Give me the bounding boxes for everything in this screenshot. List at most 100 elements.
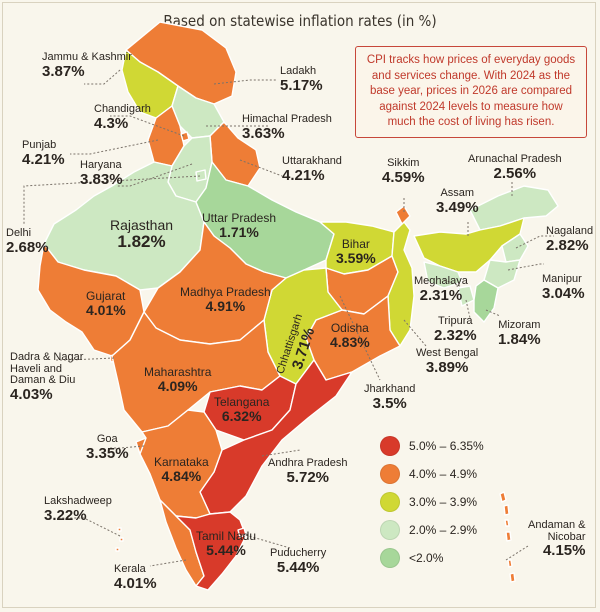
legend-swatch xyxy=(380,492,400,512)
state-name: Sikkim xyxy=(387,157,420,169)
state-name: Nagaland xyxy=(546,225,594,237)
state-name: Delhi xyxy=(6,227,32,239)
label-andhra-pradesh: Andhra Pradesh 5.72% xyxy=(268,457,348,486)
label-lakshadweep: Lakshadweep 3.22% xyxy=(44,495,112,523)
region-west-bengal xyxy=(387,221,415,347)
map-title: Based on statewise inflation rates (in %… xyxy=(163,12,437,30)
label-jammu-kashmir: Jammu & Kashmir 3.87% xyxy=(42,51,132,80)
state-name: Manipur xyxy=(542,273,582,285)
state-name: Arunachal Pradesh xyxy=(468,153,562,165)
state-name-line: Andaman & xyxy=(528,519,586,531)
label-mizoram: Mizoram 1.84% xyxy=(498,319,541,347)
state-name-line: Nicobar xyxy=(547,530,586,543)
label-meghalaya: Meghalaya 2.31% xyxy=(414,275,468,304)
label-madhya-pradesh: Madhya Pradesh 4.91% xyxy=(180,286,271,313)
state-value: 2.31% xyxy=(419,286,463,304)
region-karnataka xyxy=(139,409,223,519)
state-value: 2.82% xyxy=(546,236,589,254)
label-haryana: Haryana 3.83% xyxy=(80,159,123,188)
region-chandigarh xyxy=(180,131,190,142)
state-name: Maharashtra xyxy=(144,365,212,379)
state-value: 3.59% xyxy=(336,249,376,266)
label-manipur: Manipur 3.04% xyxy=(542,273,585,302)
legend-item: <2.0% xyxy=(380,544,484,572)
legend-swatch xyxy=(380,464,400,484)
legend-label: 5.0% – 6.35% xyxy=(409,439,484,453)
label-dadra-daman: Dadra & Nagar Haveli and Daman & Diu 4.0… xyxy=(10,351,84,403)
state-value: 5.72% xyxy=(286,468,330,486)
state-name-line: Daman & Diu xyxy=(10,374,76,387)
label-jharkhand: Jharkhand 3.5% xyxy=(364,383,416,412)
state-value: 2.56% xyxy=(493,164,537,182)
region-andaman-nicobar xyxy=(499,491,516,583)
legend-label: 3.0% – 3.9% xyxy=(409,495,478,509)
state-name: Lakshadweep xyxy=(44,495,112,507)
label-arunachal-pradesh: Arunachal Pradesh 2.56% xyxy=(468,153,562,182)
state-value: 4.03% xyxy=(10,385,53,403)
state-value: 4.21% xyxy=(22,150,65,168)
state-name: Puducherry xyxy=(270,547,327,559)
state-name: Tripura xyxy=(438,315,473,327)
state-value: 2.32% xyxy=(434,326,477,344)
state-value: 3.63% xyxy=(242,124,285,142)
state-name: Karnataka xyxy=(154,455,209,469)
state-value: 4.21% xyxy=(282,166,325,184)
state-name: Gujarat xyxy=(86,289,126,303)
state-value: 5.44% xyxy=(206,541,246,558)
info-note: CPI tracks how prices of everyday goods … xyxy=(355,46,587,138)
legend-label: 2.0% – 2.9% xyxy=(409,523,478,537)
legend-label: <2.0% xyxy=(409,551,444,565)
label-ladakh: Ladakh 5.17% xyxy=(280,65,323,94)
legend-item: 2.0% – 2.9% xyxy=(380,516,484,544)
state-value: 3.89% xyxy=(425,358,469,376)
state-name: Telangana xyxy=(214,395,270,409)
state-name: Jammu & Kashmir xyxy=(42,51,132,63)
label-andaman-nicobar: Andaman & Nicobar 4.15% xyxy=(528,519,586,560)
state-value: 3.5% xyxy=(372,394,407,412)
state-value: 5.17% xyxy=(280,76,323,94)
label-tamil-nadu: Tamil Nadu 5.44% xyxy=(196,530,256,557)
label-gujarat: Gujarat 4.01% xyxy=(86,290,126,317)
state-name: Uttarakhand xyxy=(282,155,342,167)
state-value: 2.68% xyxy=(6,238,49,256)
label-uttar-pradesh: Uttar Pradesh 1.71% xyxy=(202,212,276,239)
state-value: 3.87% xyxy=(42,62,85,80)
legend-swatch xyxy=(380,520,400,540)
state-name: Andhra Pradesh xyxy=(268,457,348,469)
state-value: 3.83% xyxy=(80,170,123,188)
legend-item: 4.0% – 4.9% xyxy=(380,460,484,488)
state-name: Bihar xyxy=(341,237,370,251)
state-name: Jharkhand xyxy=(364,383,416,395)
state-value: 1.71% xyxy=(219,223,259,240)
state-value: 4.15% xyxy=(542,542,586,560)
state-value: 4.84% xyxy=(161,467,202,484)
state-name: West Bengal xyxy=(416,347,479,359)
label-assam: Assam 3.49% xyxy=(436,187,479,216)
state-value: 4.01% xyxy=(86,301,126,318)
legend-swatch xyxy=(380,548,400,568)
state-value: 3.35% xyxy=(86,444,129,462)
label-puducherry: Puducherry 5.44% xyxy=(270,547,327,576)
label-nagaland: Nagaland 2.82% xyxy=(546,225,594,254)
state-name: Kerala xyxy=(114,563,146,575)
label-west-bengal: West Bengal 3.89% xyxy=(416,347,479,376)
state-name: Haryana xyxy=(80,159,122,171)
label-kerala: Kerala 4.01% xyxy=(114,563,157,591)
state-name-line: Dadra & Nagar xyxy=(10,351,84,363)
region-meghalaya xyxy=(423,261,463,289)
state-value: 3.04% xyxy=(542,284,585,302)
label-goa: Goa 3.35% xyxy=(86,433,129,462)
label-delhi: Delhi 2.68% xyxy=(6,227,49,256)
label-rajasthan: Rajasthan 1.82% xyxy=(110,218,173,251)
state-name: Chandigarh xyxy=(94,103,151,115)
state-value: 4.83% xyxy=(330,333,370,350)
region-mizoram xyxy=(473,279,499,323)
legend-label: 4.0% – 4.9% xyxy=(409,467,478,481)
state-name: Madhya Pradesh xyxy=(180,285,271,299)
leader-lines xyxy=(23,69,554,567)
state-value: 3.49% xyxy=(436,198,479,216)
state-value: 5.44% xyxy=(276,558,320,576)
label-telangana: Telangana 6.32% xyxy=(214,396,269,423)
